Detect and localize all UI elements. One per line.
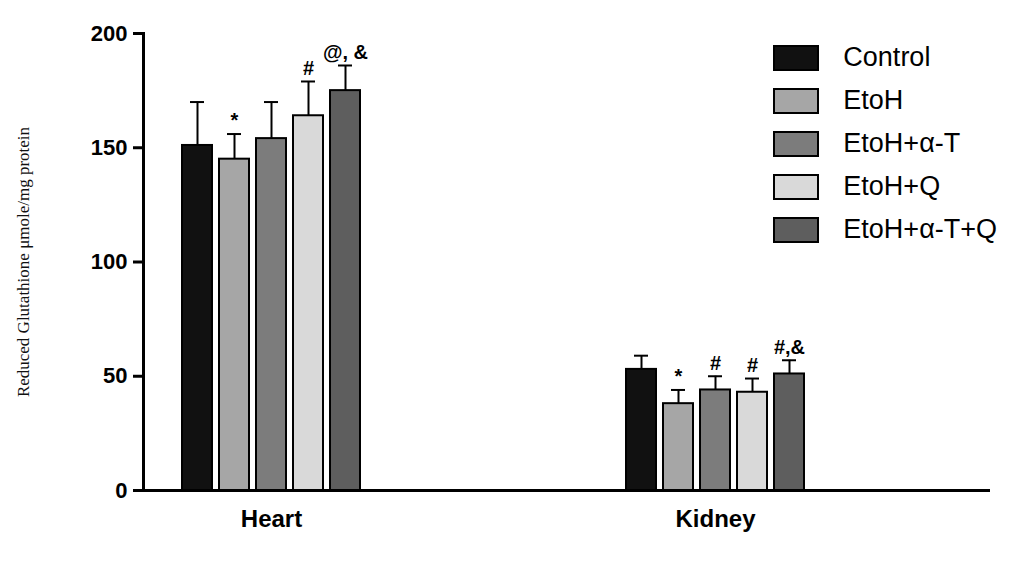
svg-text:Heart: Heart — [241, 505, 302, 532]
svg-text:100: 100 — [91, 249, 128, 274]
html-text:EtoH+α-T: EtoH+α-T — [843, 128, 961, 158]
svg-text:Kidney: Kidney — [675, 505, 756, 532]
svg-text:200: 200 — [91, 21, 128, 46]
svg-text:#: # — [710, 352, 721, 374]
html-text:Control: Control — [843, 42, 931, 72]
svg-text:*: * — [675, 365, 683, 387]
svg-text:#: # — [747, 354, 758, 376]
svg-text:0: 0 — [115, 478, 127, 503]
html-text:Reduced Glutathione μmole/mg p: Reduced Glutathione μmole/mg protein — [14, 126, 33, 398]
svg-text:150: 150 — [91, 135, 128, 160]
svg-text:50: 50 — [103, 363, 127, 388]
html-text:EtoH: EtoH — [843, 85, 904, 115]
svg-text:*: * — [231, 109, 239, 131]
svg-text:#,&: #,& — [774, 336, 805, 358]
svg-text:#: # — [303, 57, 314, 79]
html-text:EtoH+Q: EtoH+Q — [843, 171, 941, 201]
html-text:EtoH+α-T+Q: EtoH+α-T+Q — [843, 214, 997, 244]
svg-text:@, &: @, & — [323, 41, 368, 63]
